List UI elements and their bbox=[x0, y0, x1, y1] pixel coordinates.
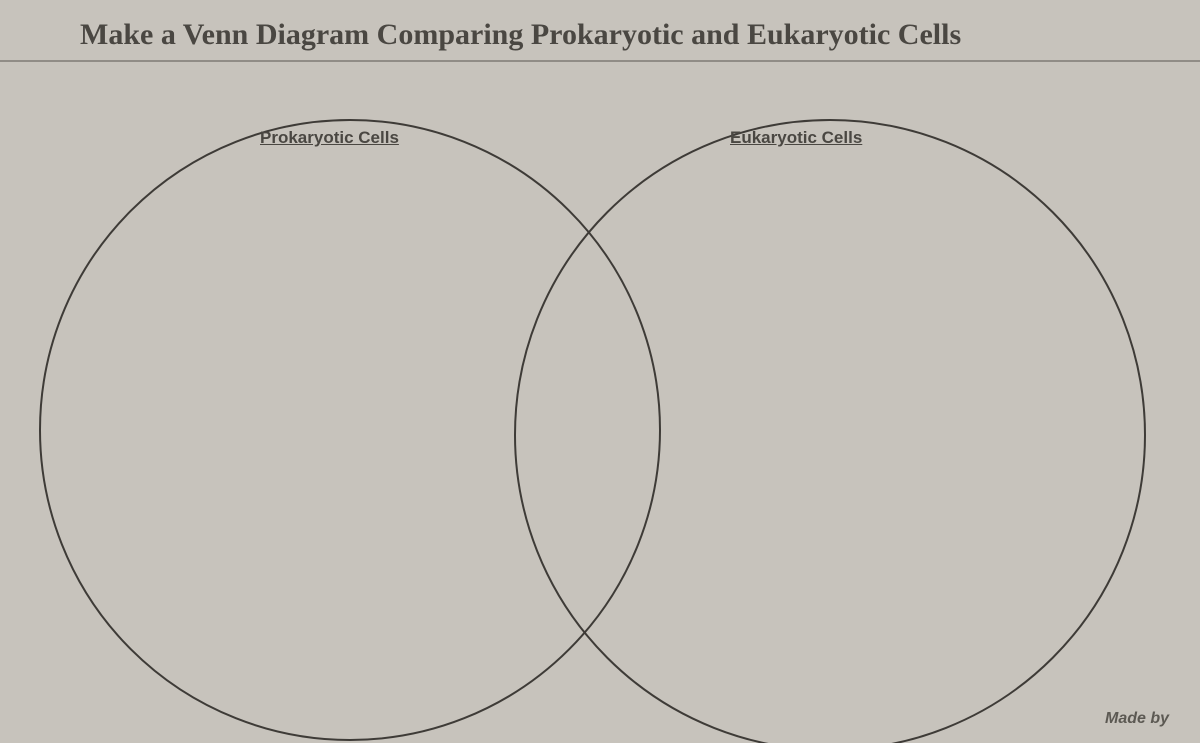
page-svg bbox=[0, 0, 1200, 743]
worksheet-page: Make a Venn Diagram Comparing Prokaryoti… bbox=[0, 0, 1200, 743]
right-circle-label: Eukaryotic Cells bbox=[730, 128, 862, 148]
made-by-watermark: Made by bbox=[1105, 710, 1169, 728]
page-title: Make a Venn Diagram Comparing Prokaryoti… bbox=[80, 18, 961, 52]
paper-sheet bbox=[0, 0, 1200, 743]
left-circle-label: Prokaryotic Cells bbox=[260, 128, 399, 148]
